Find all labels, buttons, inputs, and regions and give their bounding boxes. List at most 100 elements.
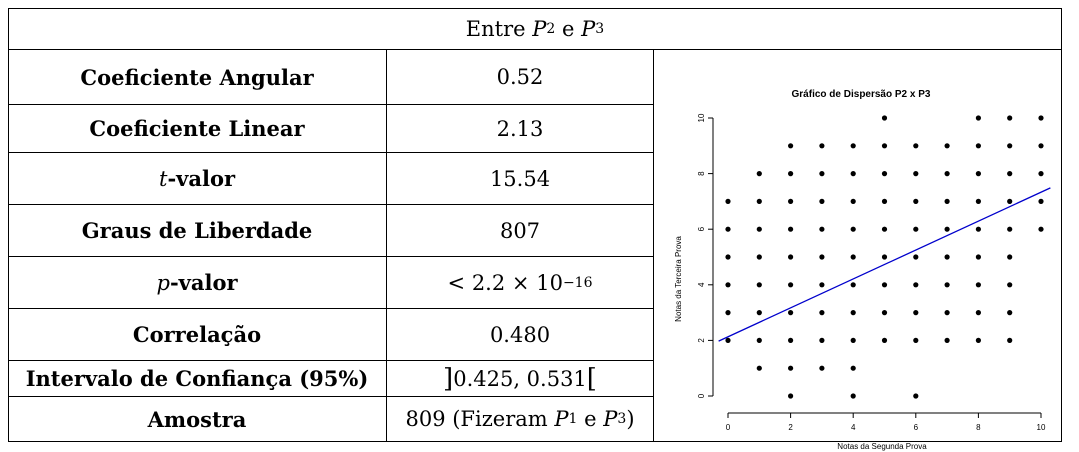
header-p3: P — [581, 17, 596, 41]
scatter-point — [725, 254, 731, 260]
scatter-point — [913, 171, 919, 177]
x-tick-label: 10 — [1037, 423, 1046, 432]
scatter-point — [725, 198, 731, 204]
scatter-point — [1007, 337, 1013, 343]
scatter-point — [1007, 282, 1013, 288]
scatter-point — [788, 226, 794, 232]
header-p3-sub: 3 — [595, 21, 605, 37]
scatter-point — [725, 226, 731, 232]
t-symbol: t — [158, 166, 168, 191]
scatter-point — [944, 226, 950, 232]
chart-ylabel: Notas da Terceira Prova — [674, 236, 683, 322]
row-label: p -valor — [8, 257, 386, 308]
row-value: < 2.2 × 10 −16 — [387, 257, 653, 308]
row-label: Correlação — [132, 322, 262, 347]
scatter-point — [975, 282, 981, 288]
scatter-point — [975, 171, 981, 177]
y-tick-label: 2 — [697, 338, 706, 343]
chart-xlabel: Notas da Segunda Prova — [837, 442, 927, 451]
y-tick-label: 10 — [697, 113, 706, 122]
interval-open: ] — [443, 363, 454, 394]
scatter-point — [1038, 226, 1044, 232]
scatter-point — [944, 143, 950, 149]
scatter-point — [788, 310, 794, 316]
scatter-point — [756, 226, 762, 232]
scatter-point — [913, 226, 919, 232]
row-label: Coeficiente Angular — [80, 64, 314, 90]
row-divider — [8, 308, 653, 309]
scatter-point — [1007, 310, 1013, 316]
scatter-point — [725, 337, 731, 343]
scatter-point — [913, 393, 919, 399]
scatter-point — [881, 254, 888, 260]
interval-close: [ — [586, 363, 597, 394]
row-label: Coeficiente Linear — [89, 116, 305, 141]
scatter-point — [1007, 115, 1013, 121]
header-p2-sub: 2 — [546, 21, 556, 37]
scatter-point — [881, 310, 888, 316]
value-post: ) — [626, 407, 635, 431]
scatter-point — [756, 254, 762, 260]
value-exponent: −16 — [562, 274, 593, 291]
scatter-point — [850, 143, 856, 149]
p1-sub: 1 — [568, 411, 578, 427]
scatter-point — [913, 143, 919, 149]
scatter-point — [975, 143, 981, 149]
scatter-point — [944, 254, 950, 260]
scatter-point — [975, 337, 981, 343]
header-conj: e — [562, 17, 575, 41]
scatter-point — [788, 365, 794, 371]
scatter-point — [850, 282, 856, 288]
value-conj: e — [584, 407, 597, 431]
scatter-point — [1038, 143, 1044, 149]
y-tick-label: 6 — [697, 226, 706, 231]
row-value: 2.13 — [496, 116, 544, 141]
scatter-point — [881, 226, 888, 232]
scatter-point — [756, 365, 762, 371]
scatter-point — [788, 254, 794, 260]
scatter-point — [819, 198, 825, 204]
scatter-point — [819, 143, 825, 149]
scatter-point — [819, 171, 825, 177]
scatter-point — [881, 198, 888, 204]
p1-symbol: P — [554, 407, 569, 431]
row-divider — [8, 152, 653, 153]
y-tick-label: 4 — [697, 282, 706, 287]
scatter-point — [756, 171, 762, 177]
scatter-point — [913, 282, 919, 288]
scatter-point — [944, 198, 950, 204]
value-num: 2.2 — [471, 270, 506, 295]
scatter-point — [725, 282, 731, 288]
scatter-point — [850, 393, 856, 399]
scatter-point — [881, 282, 888, 288]
row-divider — [8, 104, 653, 105]
scatter-point — [850, 254, 856, 260]
scatter-point — [725, 310, 731, 316]
header-divider — [8, 49, 1062, 50]
row-value: 0.480 — [489, 322, 551, 347]
row-divider — [8, 256, 653, 257]
scatter-point — [788, 282, 794, 288]
scatter-point — [913, 310, 919, 316]
x-tick-label: 0 — [726, 423, 731, 432]
p3-symbol: P — [603, 407, 618, 431]
scatter-point — [944, 310, 950, 316]
scatter-point — [881, 143, 888, 149]
scatter-point — [881, 171, 888, 177]
scatter-point — [756, 310, 762, 316]
scatter-point — [850, 337, 856, 343]
scatter-point — [788, 171, 794, 177]
row-label: t -valor — [8, 153, 386, 204]
scatter-point — [850, 310, 856, 316]
header-prefix: Entre — [465, 17, 526, 41]
scatter-point — [975, 198, 981, 204]
row-value: 0.52 — [496, 65, 544, 89]
row-label: Intervalo de Confiança (95%) — [25, 366, 369, 391]
scatter-point — [975, 310, 981, 316]
scatter-point — [975, 254, 981, 260]
row-value: ] 0.425, 0.531[ — [387, 361, 653, 396]
scatter-point — [944, 337, 950, 343]
scatter-point — [975, 115, 981, 121]
row-divider — [8, 204, 653, 205]
